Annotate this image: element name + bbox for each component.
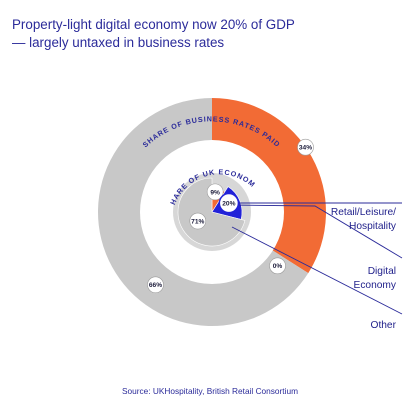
leader-line-other — [231, 226, 403, 315]
outer-label-retail: 34% — [299, 145, 312, 152]
outer-label-other: 66% — [149, 282, 162, 289]
outer-label-retail-bubble — [297, 138, 314, 156]
outer-label-digital: 0% — [273, 263, 283, 270]
inner-label-retail: 9% — [210, 189, 220, 196]
legend-other: Other — [371, 320, 397, 331]
legend-retail-line1: Retail/Leisure/ — [331, 207, 396, 218]
inner-label-other-bubble — [189, 212, 207, 230]
legend-retail-line2: Hospitality — [349, 221, 397, 232]
inner-label-digital: 20% — [222, 201, 235, 208]
inner-label-other: 71% — [191, 218, 204, 225]
outer-label-digital-bubble — [269, 257, 286, 275]
legend-digital-line2: Economy — [354, 280, 397, 291]
inner-label-retail-bubble — [206, 183, 224, 201]
source-note: Source: UKHospitality, British Retail Co… — [122, 386, 298, 396]
leader-line-digital — [229, 204, 403, 259]
leader-lines — [223, 202, 403, 315]
legend-digital-line1: Digital — [368, 266, 396, 277]
chart-title: Property-light digital economy now 20% o… — [12, 16, 295, 52]
outer-label-other-bubble — [147, 276, 164, 294]
inner-slice-other — [177, 177, 246, 247]
inner-label-digital-bubble — [218, 192, 240, 214]
percentage-labels: 34% 0% 66% 9%20% 71% — [147, 138, 314, 294]
title-line-2: — largely untaxed in business rates — [12, 35, 225, 50]
title-line-1: Property-light digital economy now 20% o… — [12, 17, 295, 32]
